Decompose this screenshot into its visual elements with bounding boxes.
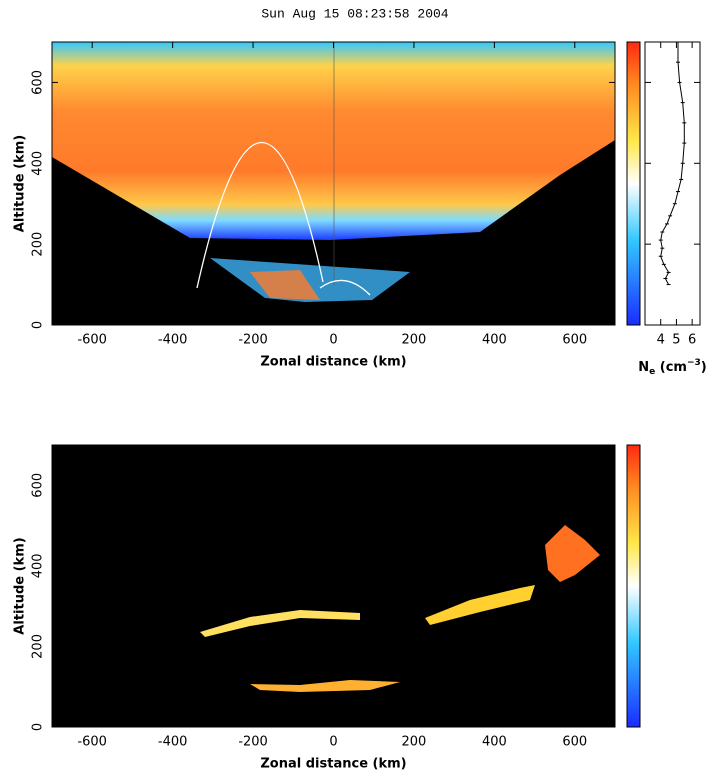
chart-title: Sun Aug 15 08:23:58 2004 [261,6,448,21]
y-tick-label: 0 [31,723,46,731]
y-axis-label: Altitude (km) [13,537,28,634]
label-part: (cm [655,360,687,375]
image-background [52,445,615,727]
y-tick-label: 200 [31,634,46,659]
colorbar [626,444,641,728]
image-region [250,270,320,300]
y-axis-label: Altitude (km) [13,135,28,232]
image-region [52,42,615,240]
x-axis-label: Zonal distance (km) [260,355,406,370]
y-tick-label: 600 [31,70,46,95]
y-tick-label: 0 [31,321,46,329]
plot-frame [644,41,701,326]
x-tick-label: -600 [77,333,107,348]
x-tick-label: 6 [688,333,696,348]
y-tick-label: 400 [31,151,46,176]
image-region [210,258,410,302]
image-region [250,680,400,692]
x-tick-label: 600 [562,333,587,348]
colorbar [626,41,641,326]
x-tick-label: 200 [402,735,427,750]
label-part: e [649,367,655,377]
x-tick-label: 4 [657,333,665,348]
x-tick-label: -200 [238,333,268,348]
x-tick-label: -400 [158,735,188,750]
x-tick-label: 400 [482,735,507,750]
field-line [196,142,324,289]
profile-line [660,42,685,285]
x-tick-label: 5 [672,333,680,348]
y-tick-label: 200 [31,232,46,257]
x-tick-label: -600 [77,735,107,750]
field-line [319,279,371,296]
image-region [545,525,600,582]
y-tick-label: 400 [31,553,46,578]
image-region [200,610,360,637]
x-tick-label: 0 [329,735,337,750]
y-tick-label: 600 [31,473,46,498]
label-part: N [638,360,649,375]
x-tick-label: 0 [329,333,337,348]
label-part: −3 [687,358,701,368]
label-part: ) [701,360,707,375]
x-axis-label: Zonal distance (km) [260,757,406,772]
x-tick-label: 200 [402,333,427,348]
image-region [425,585,535,625]
x-tick-label: 400 [482,333,507,348]
x-axis-label: Ne (cm−3) [638,358,707,377]
x-tick-label: -400 [158,333,188,348]
x-tick-label: 600 [562,735,587,750]
x-tick-label: -200 [238,735,268,750]
